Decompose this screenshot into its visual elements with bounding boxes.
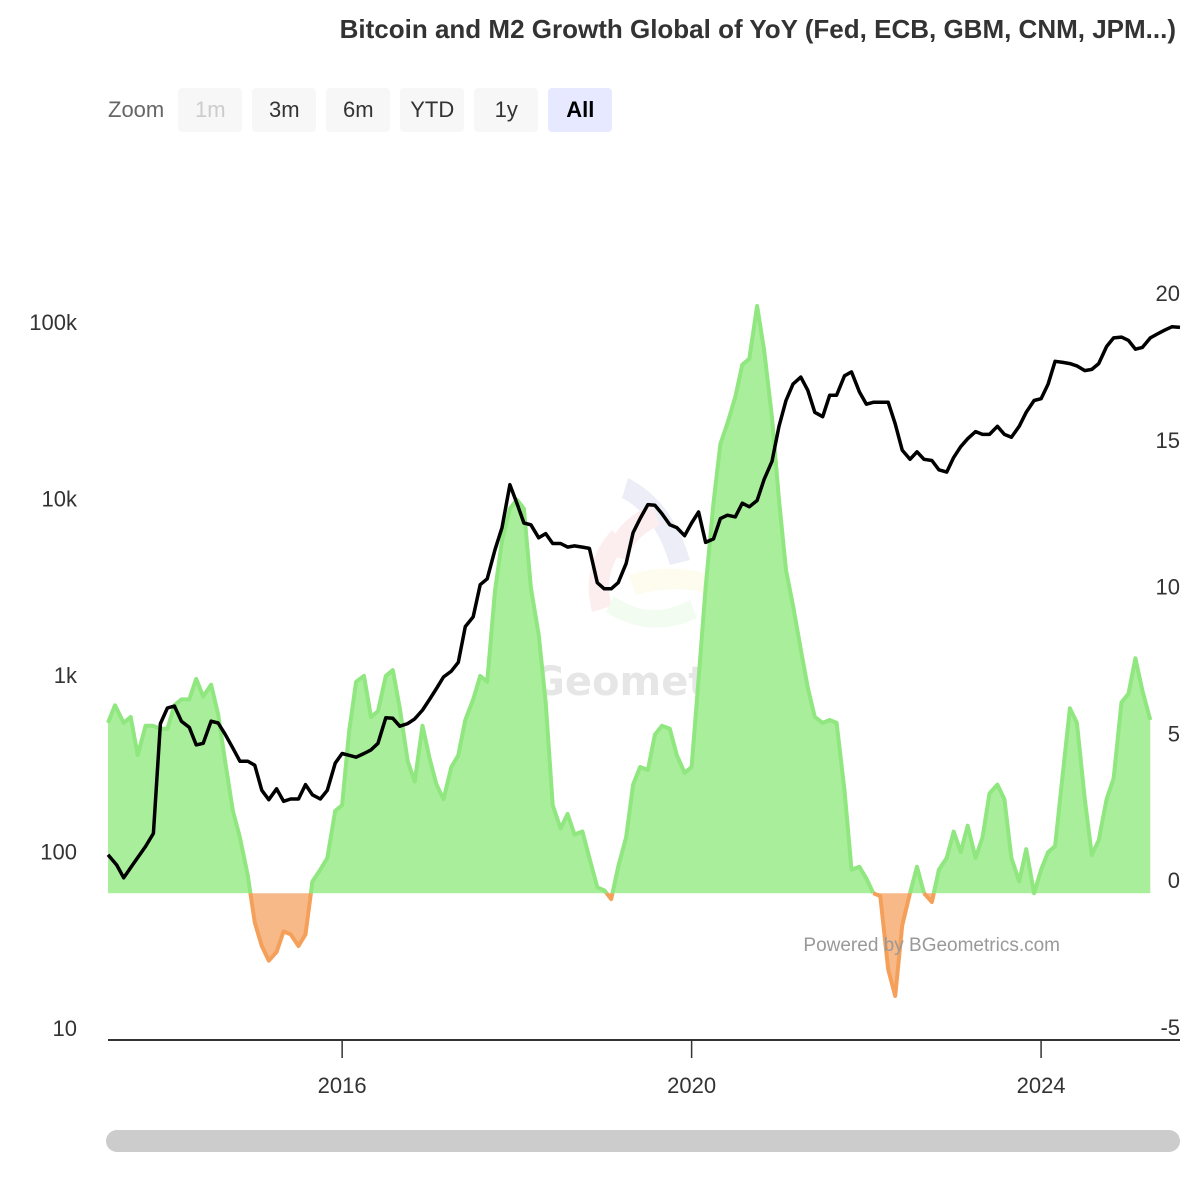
- btc-line-series: [106, 324, 1181, 880]
- x-tick-label: 2024: [1017, 1073, 1066, 1098]
- m2-negative-line: [922, 891, 936, 904]
- m2-positive-line: [931, 656, 1153, 896]
- m2-positive-line: [908, 864, 926, 894]
- zoom-1m-button[interactable]: 1m: [178, 88, 243, 132]
- btc-price-line: [106, 324, 1181, 880]
- m2-positive-line: [106, 676, 253, 894]
- bgeometrics-logo-icon: [588, 478, 726, 628]
- credit-text[interactable]: Powered by BGeometrics.com: [803, 935, 1060, 956]
- navigator-scrollbar[interactable]: [106, 1130, 1180, 1152]
- x-tick-label: 2016: [318, 1073, 367, 1098]
- zoom-6m-button[interactable]: 6m: [326, 88, 391, 132]
- m2-negative-line: [248, 892, 313, 963]
- left-y-tick-label: 1k: [54, 663, 78, 688]
- zoom-3m-button[interactable]: 3m: [252, 88, 317, 132]
- right-y-tick-label: 0: [1168, 868, 1180, 893]
- m2-negative-line: [605, 891, 615, 902]
- zoom-1y-button[interactable]: 1y: [474, 88, 539, 132]
- m2-negative-line: [872, 891, 912, 998]
- right-y-tick-label: 5: [1168, 721, 1180, 746]
- zoom-range-selector: Zoom 1m 3m 6m YTD 1y All: [108, 88, 613, 132]
- left-y-tick-label: 100k: [29, 310, 78, 335]
- m2-positive-area: [108, 678, 251, 894]
- m2-negative-area: [873, 893, 910, 996]
- right-y-tick-label: -5: [1160, 1015, 1180, 1040]
- m2-positive-area: [310, 499, 607, 894]
- right-y-tick-label: 10: [1156, 575, 1180, 600]
- left-y-tick-label: 10k: [42, 487, 78, 512]
- left-y-tick-label: 10: [53, 1016, 77, 1041]
- m2-positive-line: [610, 304, 876, 895]
- m2-area-series: [106, 304, 1153, 998]
- m2-negative-area: [250, 893, 311, 961]
- m2-positive-area: [933, 658, 1151, 894]
- chart-title: Bitcoin and M2 Growth Global of YoY (Fed…: [339, 14, 1176, 44]
- zoom-ytd-button[interactable]: YTD: [400, 88, 465, 132]
- x-tick-label: 2020: [667, 1073, 716, 1098]
- right-y-tick-label: 20: [1156, 281, 1180, 306]
- left-y-tick-label: 100: [40, 840, 77, 865]
- right-y-tick-label: 15: [1156, 428, 1180, 453]
- zoom-all-button[interactable]: All: [548, 88, 613, 132]
- m2-positive-line: [308, 497, 609, 895]
- axes: 2016 2020 2024 10 100 1k 10k 100k -5 0 5 10 15 20: [29, 281, 1180, 1098]
- zoom-label: Zoom: [108, 97, 165, 122]
- m2-positive-area: [612, 306, 874, 894]
